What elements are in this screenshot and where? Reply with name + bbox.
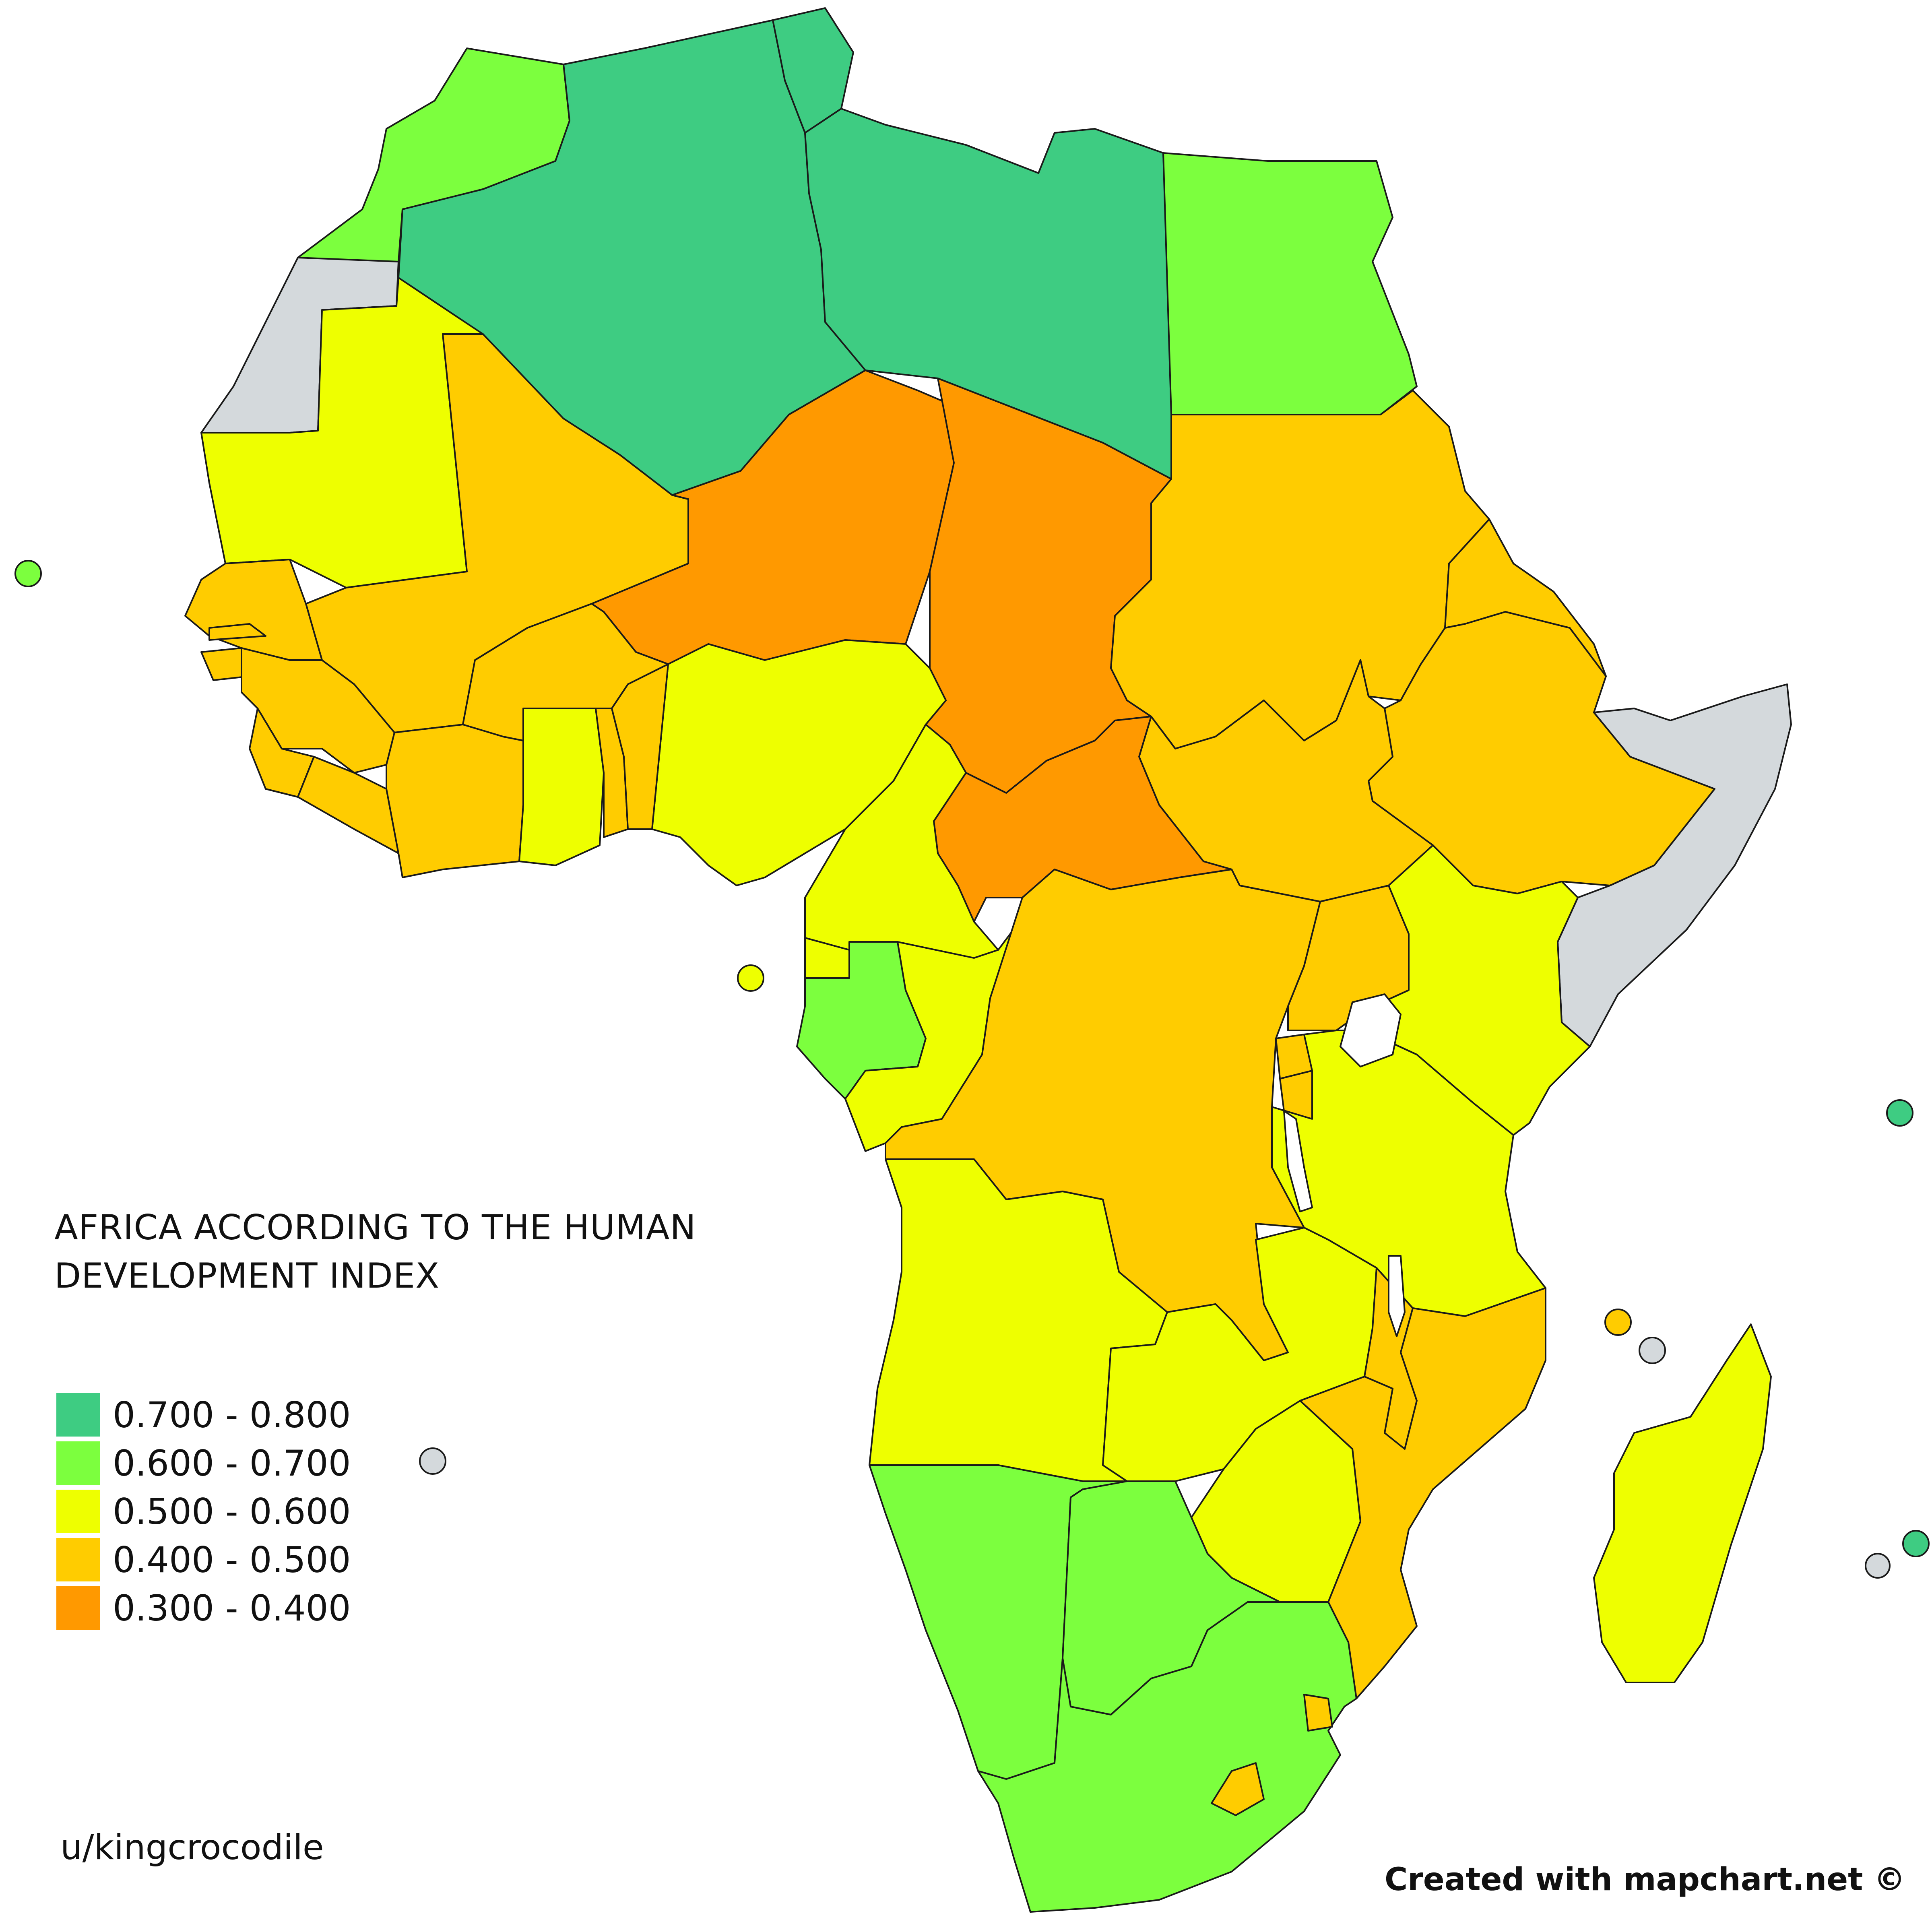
island-sao-tome	[737, 964, 764, 992]
legend-label: 0.500 - 0.600	[113, 1490, 351, 1532]
mapchart-credit: Created with mapchart.net ©	[1385, 1862, 1905, 1898]
region-cote-divoire	[386, 724, 524, 878]
island-comoros	[1604, 1309, 1632, 1336]
legend-label: 0.600 - 0.700	[113, 1442, 351, 1484]
map-title-line-2: DEVELOPMENT INDEX	[54, 1256, 440, 1296]
legend-item: 0.500 - 0.600	[56, 1487, 351, 1536]
island-mayotte	[1639, 1337, 1666, 1364]
region-somalia	[1557, 683, 1792, 1047]
region-lesotho	[1211, 1762, 1265, 1816]
region-senegal	[184, 559, 323, 661]
lake-victoria	[1340, 993, 1402, 1067]
lake-malawi	[1388, 1255, 1406, 1337]
legend-swatch	[56, 1538, 100, 1581]
legend: 0.700 - 0.800 0.600 - 0.700 0.500 - 0.60…	[56, 1391, 351, 1632]
legend-label: 0.400 - 0.500	[113, 1539, 351, 1581]
legend-item: 0.400 - 0.500	[56, 1536, 351, 1584]
region-madagascar	[1593, 1323, 1772, 1683]
map-title-line-1: AFRICA ACCORDING TO THE HUMAN	[54, 1208, 696, 1248]
island-reunion	[1865, 1553, 1891, 1579]
region-egypt	[1162, 152, 1418, 415]
region-south-africa	[977, 1601, 1357, 1913]
legend-swatch	[56, 1441, 100, 1485]
island-cape-verde	[14, 560, 42, 587]
legend-swatch	[56, 1586, 100, 1630]
legend-item: 0.700 - 0.800	[56, 1391, 351, 1439]
island-saint-helena	[419, 1447, 446, 1475]
author-credit: u/kingcrocodile	[60, 1827, 324, 1868]
map-title: AFRICA ACCORDING TO THE HUMAN DEVELOPMEN…	[54, 1203, 739, 1300]
legend-swatch	[56, 1490, 100, 1533]
region-cameroon	[804, 724, 999, 959]
legend-item: 0.300 - 0.400	[56, 1584, 351, 1632]
region-ghana	[518, 708, 605, 866]
island-seychelles	[1886, 1099, 1913, 1127]
region-guinea	[241, 647, 395, 774]
legend-swatch	[56, 1393, 100, 1437]
region-eswatini	[1303, 1694, 1333, 1732]
region-liberia	[297, 756, 399, 854]
legend-label: 0.700 - 0.800	[113, 1394, 351, 1436]
island-mauritius	[1902, 1530, 1930, 1557]
region-mauritania	[200, 277, 484, 588]
region-benin	[611, 663, 669, 830]
lake-tanganyika	[1283, 1110, 1313, 1212]
legend-label: 0.300 - 0.400	[113, 1587, 351, 1629]
legend-item: 0.600 - 0.700	[56, 1439, 351, 1487]
region-gambia	[208, 623, 266, 641]
